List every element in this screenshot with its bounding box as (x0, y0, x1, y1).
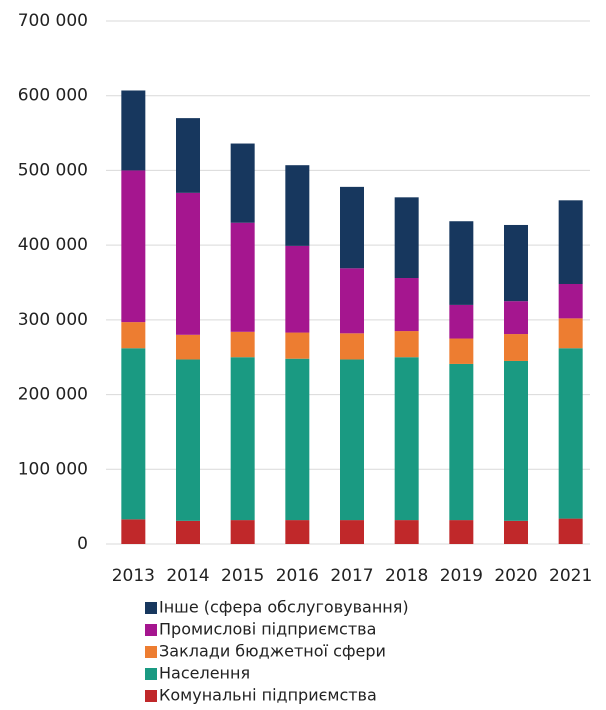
bar-segment (558, 348, 583, 519)
bar-segment (504, 360, 528, 521)
bar-segment (449, 520, 474, 544)
bar-segment (121, 90, 146, 171)
legend-swatch (145, 690, 157, 702)
bar-segment (285, 245, 310, 333)
x-tick-label: 2020 (494, 566, 537, 586)
legend-label: Комунальні підприємства (159, 686, 377, 705)
bar-segment (176, 359, 200, 521)
x-tick-label: 2021 (549, 566, 592, 586)
legend-label: Населення (159, 664, 250, 683)
y-tick-label: 0 (77, 534, 88, 554)
y-tick-label: 200 000 (18, 385, 88, 405)
bar-segment (394, 278, 419, 332)
bar-segment (176, 192, 200, 335)
bar-segment (285, 520, 310, 544)
bar-segment (121, 519, 146, 544)
bar-segment (176, 520, 200, 544)
bar-segment (394, 357, 419, 521)
bar-segment (504, 301, 528, 335)
bar-segment (340, 520, 364, 544)
x-tick-label: 2014 (166, 566, 209, 586)
x-tick-label: 2019 (440, 566, 483, 586)
legend-swatch (145, 624, 157, 636)
x-tick-label: 2018 (385, 566, 428, 586)
bar-segment (558, 200, 583, 284)
bar-segment (121, 170, 146, 323)
bar-segment (394, 197, 419, 279)
bar-segment (504, 334, 528, 361)
bar-segment (449, 304, 474, 339)
bar-segment (285, 332, 310, 359)
bar-segment (558, 518, 583, 544)
legend-label: Інше (сфера обслуговування) (159, 598, 409, 617)
y-tick-label: 100 000 (18, 459, 88, 479)
bar-segment (504, 224, 528, 302)
bar-segment (230, 143, 255, 223)
bar-segment (558, 283, 583, 319)
bar-segment (285, 358, 310, 521)
y-tick-label: 400 000 (18, 235, 88, 255)
bar-segment (176, 334, 200, 360)
bar-segment (504, 520, 528, 544)
bar-segment (340, 359, 364, 521)
y-tick-label: 700 000 (18, 11, 88, 31)
bar-segment (340, 268, 364, 334)
bar-segment (340, 333, 364, 360)
y-tick-label: 500 000 (18, 160, 88, 180)
bar-segment (394, 331, 419, 358)
x-tick-label: 2013 (112, 566, 155, 586)
bar-segment (176, 118, 200, 193)
bar-segment (558, 318, 583, 349)
bar-segment (121, 348, 146, 520)
bar-segment (285, 165, 310, 246)
legend-swatch (145, 602, 157, 614)
bar-segment (121, 322, 146, 349)
x-tick-label: 2015 (221, 566, 264, 586)
bar-segment (449, 221, 474, 305)
bar-segment (449, 363, 474, 521)
bar-segment (230, 520, 255, 544)
bar-segment (230, 357, 255, 521)
legend-label: Промислові підприємства (159, 620, 376, 639)
y-tick-label: 300 000 (18, 310, 88, 330)
bar-segment (394, 520, 419, 544)
bar-segment (230, 222, 255, 332)
legend-label: Заклади бюджетної сфери (159, 642, 386, 661)
y-tick-label: 600 000 (18, 86, 88, 106)
x-tick-label: 2017 (330, 566, 373, 586)
bar-segment (449, 338, 474, 364)
bar-segment (230, 331, 255, 358)
legend-swatch (145, 646, 157, 658)
bar-segment (340, 186, 364, 269)
x-tick-label: 2016 (276, 566, 319, 586)
legend-swatch (145, 668, 157, 680)
